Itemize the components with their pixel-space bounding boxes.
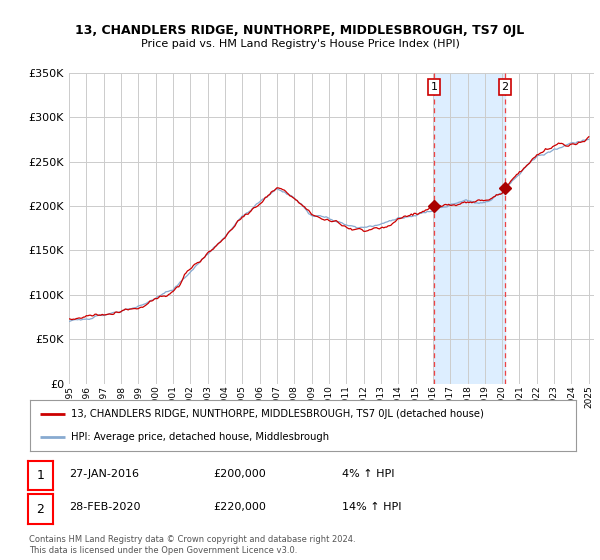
- Text: £200,000: £200,000: [213, 469, 266, 479]
- Text: 14% ↑ HPI: 14% ↑ HPI: [342, 502, 401, 512]
- Text: 13, CHANDLERS RIDGE, NUNTHORPE, MIDDLESBROUGH, TS7 0JL: 13, CHANDLERS RIDGE, NUNTHORPE, MIDDLESB…: [76, 24, 524, 36]
- Text: 2: 2: [502, 82, 509, 92]
- Text: 28-FEB-2020: 28-FEB-2020: [69, 502, 140, 512]
- Text: 2: 2: [36, 502, 44, 516]
- Bar: [434, 73, 505, 384]
- Text: £220,000: £220,000: [213, 502, 266, 512]
- Text: Price paid vs. HM Land Registry's House Price Index (HPI): Price paid vs. HM Land Registry's House …: [140, 39, 460, 49]
- Text: 13, CHANDLERS RIDGE, NUNTHORPE, MIDDLESBROUGH, TS7 0JL (detached house): 13, CHANDLERS RIDGE, NUNTHORPE, MIDDLESB…: [71, 409, 484, 419]
- Text: 4% ↑ HPI: 4% ↑ HPI: [342, 469, 395, 479]
- Text: 1: 1: [431, 82, 437, 92]
- Text: 27-JAN-2016: 27-JAN-2016: [69, 469, 139, 479]
- Text: Contains HM Land Registry data © Crown copyright and database right 2024.
This d: Contains HM Land Registry data © Crown c…: [29, 535, 355, 555]
- Text: 1: 1: [36, 469, 44, 482]
- Text: HPI: Average price, detached house, Middlesbrough: HPI: Average price, detached house, Midd…: [71, 432, 329, 442]
